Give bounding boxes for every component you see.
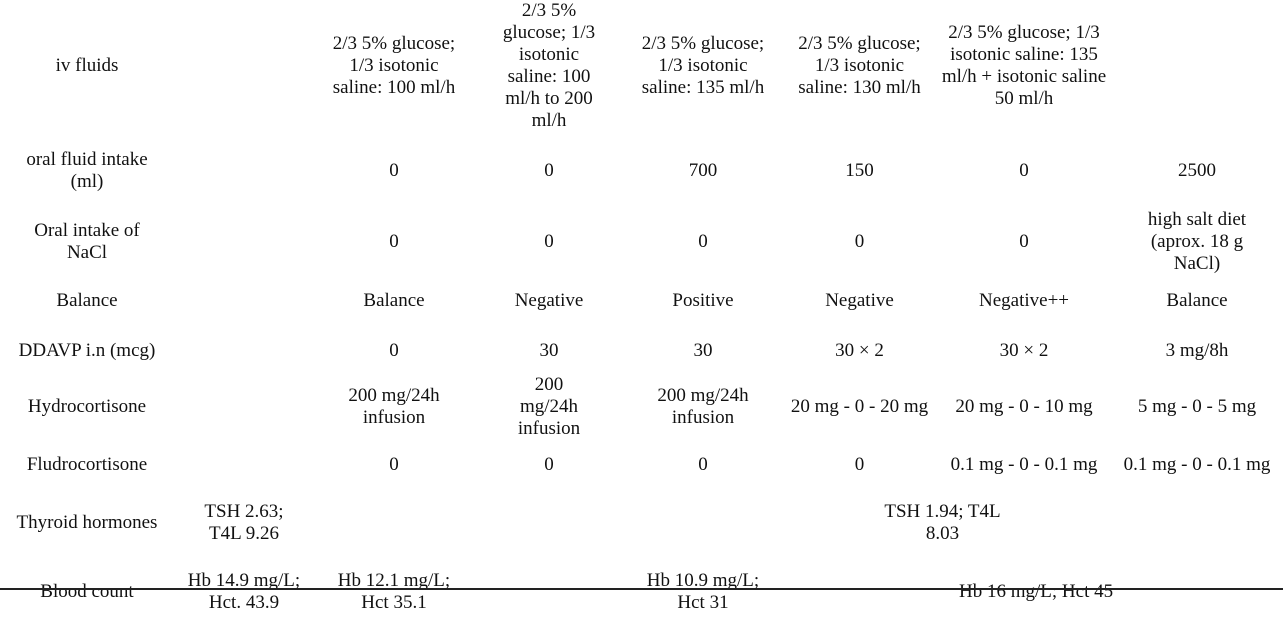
table-cell: 2/3 5% glucose; 1/3 isotonic saline: 130… (798, 33, 921, 98)
table-cell: 0 (544, 159, 554, 181)
row-label: DDAVP i.n (mcg) (18, 339, 156, 361)
table-cell: 30 (693, 339, 713, 361)
table-row: Thyroid hormones TSH 2.63; T4L 9.26 TSH … (0, 490, 1283, 555)
table-cell: 20 mg - 0 - 20 mg (790, 396, 929, 417)
table-cell (314, 490, 474, 555)
table-cell: 0 (854, 454, 865, 475)
row-label: Thyroid hormones (16, 511, 158, 533)
table-cell: 30 × 2 (835, 339, 884, 361)
table-cell: 0.1 mg - 0 - 0.1 mg (950, 454, 1098, 475)
table-cell: 150 (845, 159, 874, 181)
row-label: Hydrocortisone (27, 396, 147, 417)
table-cell: Negative++ (978, 290, 1069, 311)
table-cell: Negative (825, 290, 894, 311)
table-cell: Balance (363, 290, 425, 311)
table-cell: 200 mg/24h infusion (657, 385, 749, 428)
table-cell: Hb 10.9 mg/L; Hct 31 (646, 570, 760, 613)
table-cell: 0 (389, 339, 399, 361)
table-cell (474, 555, 624, 629)
table-cell: 0 (389, 454, 399, 475)
table-cell: TSH 2.63; T4L 9.26 (204, 500, 284, 544)
table-cell: 2/3 5% glucose; 1/3 isotonic saline: 135… (641, 33, 765, 98)
table-cell: 0 (544, 454, 554, 475)
table-cell (174, 374, 314, 440)
table-cell: 2/3 5% glucose; 1/3 isotonic saline: 100… (332, 33, 456, 98)
table-cell: 5 mg - 0 - 5 mg (1137, 396, 1257, 417)
table-row: Blood count Hb 14.9 mg/L; Hct. 43.9 Hb 1… (0, 555, 1283, 629)
row-label: oral fluid intake (ml) (26, 148, 148, 192)
table-cell (782, 555, 937, 629)
table-cell: 200 mg/24h infusion (348, 385, 440, 428)
table-row: iv fluids 2/3 5% glucose; 1/3 isotonic s… (0, 0, 1283, 132)
table-cell (174, 132, 314, 209)
table-cell: 30 × 2 (999, 339, 1049, 361)
table-cell: Hb 14.9 mg/L; Hct. 43.9 (187, 570, 301, 613)
table-cell: high salt diet (aprox. 18 g NaCl) (1147, 209, 1247, 274)
table-cell: 2/3 5% glucose; 1/3 isotonic saline: 135… (941, 22, 1107, 109)
table-cell (174, 0, 314, 132)
table-row: Hydrocortisone 200 mg/24h infusion 200 m… (0, 374, 1283, 440)
table-cell: 0 (698, 231, 708, 252)
row-label: Fludrocortisone (26, 454, 148, 475)
table-cell: Balance (1166, 290, 1228, 311)
table-cell (474, 490, 624, 555)
table-row: DDAVP i.n (mcg) 0 30 30 30 × 2 30 × 2 3 … (0, 327, 1283, 374)
table-row: Fludrocortisone 0 0 0 0 0.1 mg - 0 - 0.1… (0, 440, 1283, 490)
table-cell: Hb 12.1 mg/L; Hct 35.1 (337, 570, 451, 613)
table-row: oral fluid intake (ml) 0 0 700 150 0 250… (0, 132, 1283, 209)
table-cell: 30 (539, 339, 559, 361)
table-cell: 0 (1019, 159, 1029, 181)
table-cell: 0 (698, 454, 708, 475)
row-label: Oral intake of NaCl (34, 220, 140, 263)
table-cell: 0 (854, 231, 865, 252)
table-cell: Positive (672, 290, 734, 311)
table-cell: 0 (389, 159, 399, 181)
table-cell: 2500 (1178, 159, 1216, 181)
table-cell (1111, 490, 1283, 555)
table-row: Oral intake of NaCl 0 0 0 0 0 high salt … (0, 209, 1283, 275)
table-cell: 0 (544, 231, 554, 252)
table-cell (174, 275, 314, 327)
table-cell: 20 mg - 0 - 10 mg (955, 396, 1093, 417)
table-cell: 0 (389, 231, 399, 252)
row-label: Blood count (40, 581, 134, 602)
table-cell: 2/3 5% glucose; 1/3 isotonic saline: 100… (502, 0, 596, 131)
table-cell: 200 mg/24h infusion (517, 374, 581, 439)
table-cell: Negative (514, 290, 584, 311)
table-cell (624, 490, 782, 555)
table-cell: 0 (1019, 231, 1029, 252)
row-label: Balance (56, 290, 118, 311)
table-cell: TSH 1.94; T4L 8.03 (884, 500, 1001, 544)
table-cell (174, 440, 314, 490)
table-cell: Hb 16 mg/L; Hct 45 (959, 581, 1114, 602)
table-cell (174, 327, 314, 374)
row-label: iv fluids (55, 55, 119, 76)
table-cell: 0.1 mg - 0 - 0.1 mg (1123, 454, 1271, 475)
table-cell (174, 209, 314, 275)
table-cell: 700 (688, 159, 718, 181)
table-cell (1111, 0, 1283, 132)
table-cell: 3 mg/8h (1165, 339, 1229, 361)
bottom-rule (0, 588, 1283, 590)
table-row: Balance Balance Negative Positive Negati… (0, 275, 1283, 327)
